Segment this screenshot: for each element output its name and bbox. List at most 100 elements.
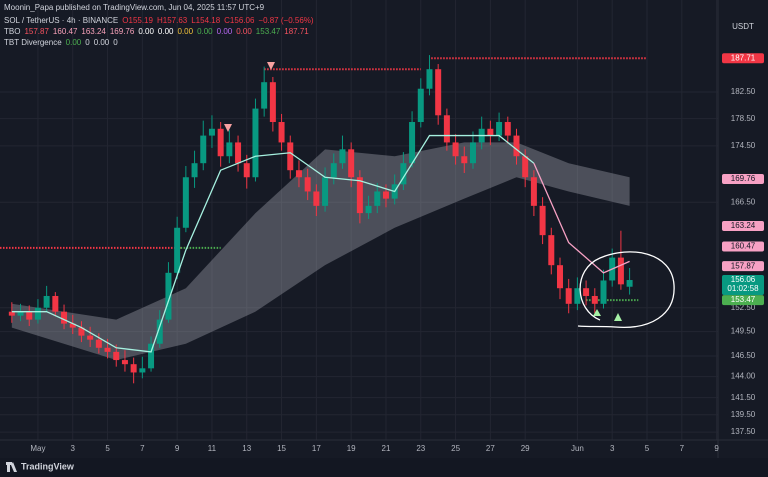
candle-body: [87, 335, 94, 340]
candle-body: [104, 347, 111, 352]
currency: USDT: [732, 22, 754, 31]
price-label-box: [722, 275, 764, 296]
legend-value: 0: [113, 38, 118, 47]
candle-body: [174, 227, 181, 273]
y-tick-label: 146.50: [731, 351, 756, 360]
legend-value: 0.00: [94, 38, 110, 47]
candle-body: [252, 108, 259, 178]
legend-value: 0.00: [138, 27, 154, 36]
x-tick-label: 3: [71, 444, 76, 453]
candle-body: [156, 319, 163, 344]
candle-body: [496, 122, 503, 136]
candle-body: [78, 327, 85, 336]
candle-body: [556, 265, 563, 289]
y-tick-label: 178.50: [731, 114, 756, 123]
legend-value: O155.19: [122, 16, 153, 25]
candle-body: [356, 177, 363, 214]
price-label-box: [722, 53, 764, 64]
legend-name: TBT Divergence: [4, 38, 62, 47]
candle-body: [69, 323, 76, 328]
candle-body: [600, 280, 607, 304]
x-tick-label: Jun: [571, 444, 584, 453]
x-tick-label: 17: [312, 444, 321, 453]
legend-value: 0: [85, 38, 90, 47]
candle-body: [469, 142, 476, 164]
x-tick-label: 7: [140, 444, 145, 453]
price-label-box: [722, 220, 764, 231]
plot-area: [0, 55, 648, 384]
price-label: 169.76: [731, 174, 756, 183]
legend-value: 0.00: [236, 27, 252, 36]
signal-marker: [614, 313, 622, 321]
y-tick-label: 141.50: [731, 393, 756, 402]
grid: [0, 0, 718, 440]
candle-body: [435, 69, 442, 116]
candle-body: [208, 128, 215, 136]
drawn-circle: [577, 251, 675, 329]
legend-value: 0.00: [217, 27, 233, 36]
candle-body: [504, 122, 511, 136]
legend-value: 0.00: [66, 38, 82, 47]
price-label-box: [722, 173, 764, 184]
price-label-box: [722, 261, 764, 272]
candle-body: [34, 307, 41, 320]
y-tick-label: 182.50: [731, 87, 756, 96]
x-tick-label: 21: [382, 444, 391, 453]
axes: 137.50 139.50 141.50 144.00 146.50 149.50 152.…: [30, 53, 764, 453]
candle-body: [43, 295, 50, 308]
price-label-box: [722, 295, 764, 306]
candle-body: [487, 128, 494, 136]
price-label: 160.47: [731, 242, 756, 251]
legend-row: TBO 157.87 160.47 163.24 169.76 0.00 0.00 0.00 0…: [4, 27, 309, 36]
candle-body: [26, 311, 33, 320]
x-tick-label: 3: [610, 444, 615, 453]
candle-body: [165, 272, 172, 320]
candle-body: [139, 368, 146, 373]
candle-body: [113, 351, 120, 361]
x-tick-label: 27: [486, 444, 495, 453]
legend-value: −0.87 (−0.56%): [258, 16, 313, 25]
legend-value: 153.47: [256, 27, 281, 36]
legend-name: SOL / TetherUS · 4h · BINANCE: [4, 16, 118, 25]
x-tick-label: 9: [714, 444, 719, 453]
countdown: 01:02:58: [727, 284, 759, 293]
candle-body: [548, 235, 555, 266]
candle-body: [121, 360, 128, 365]
candle-body: [243, 163, 250, 178]
ma-line: [533, 162, 630, 274]
candle-body: [235, 142, 242, 164]
candle-body: [409, 122, 416, 164]
x-tick-label: 5: [645, 444, 650, 453]
price-label: 163.24: [731, 221, 756, 230]
candle-body: [365, 205, 372, 214]
legend-value: 157.87: [24, 27, 49, 36]
x-tick-label: 7: [680, 444, 685, 453]
candle-body: [200, 135, 207, 164]
y-tick-label: 152.50: [731, 303, 756, 312]
signal-marker: [224, 124, 232, 132]
candle-body: [443, 115, 450, 143]
legend-name: TBO: [4, 27, 20, 36]
candle-body: [539, 205, 546, 236]
legend-value: 160.47: [53, 27, 78, 36]
y-tick-label: 149.50: [731, 327, 756, 336]
legend-value: C156.06: [224, 16, 255, 25]
candle-body: [295, 170, 302, 178]
candle-body: [130, 364, 137, 373]
candle-body: [278, 122, 285, 143]
x-tick-label: 23: [416, 444, 425, 453]
signal-marker: [267, 62, 275, 70]
x-tick-label: 29: [521, 444, 530, 453]
legend-value: 169.76: [110, 27, 135, 36]
legend-row: TBT Divergence 0.00 0 0.00 0: [4, 38, 118, 47]
legend-value: 0.00: [177, 27, 193, 36]
brand: TradingView: [21, 461, 75, 471]
header: Moonin_Papa published on TradingView.com…: [4, 3, 265, 12]
candle-body: [304, 177, 311, 192]
candle-body: [591, 295, 598, 304]
legend-value: 187.71: [284, 27, 309, 36]
ma-line: [11, 134, 535, 353]
candle-body: [330, 163, 337, 178]
candle-body: [374, 191, 381, 206]
